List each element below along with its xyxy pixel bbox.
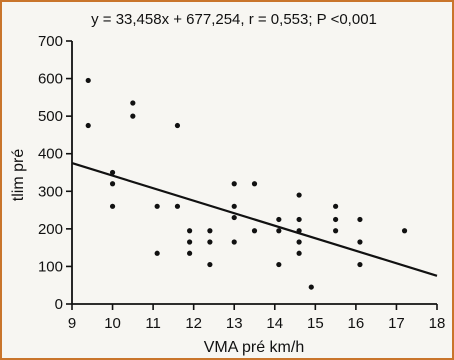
data-point — [357, 239, 363, 245]
x-axis-title: VMA pré km/h — [204, 339, 304, 356]
x-tick-label: 18 — [429, 315, 446, 332]
x-tick-label: 10 — [104, 315, 121, 332]
data-point — [85, 122, 91, 129]
x-tick-label: 11 — [145, 315, 161, 332]
data-point — [276, 228, 282, 234]
data-point — [333, 216, 339, 223]
data-point — [187, 228, 193, 234]
data-point — [308, 284, 314, 290]
data-point — [276, 261, 282, 268]
data-point — [231, 203, 237, 209]
data-point — [251, 181, 258, 187]
y-tick-label: 300 — [38, 183, 63, 200]
data-point — [401, 228, 408, 234]
data-point — [333, 203, 339, 209]
data-point — [154, 250, 160, 256]
data-point — [207, 239, 213, 245]
x-tick-label: 14 — [266, 315, 283, 332]
y-axis-title: tlim pré — [10, 149, 27, 202]
x-tick-label: 12 — [185, 315, 202, 332]
data-point — [333, 228, 339, 234]
data-point — [109, 203, 116, 209]
data-point — [187, 250, 193, 256]
data-point — [357, 261, 363, 268]
y-ticks: 0 100 200 300 400 500 600 700 — [38, 33, 72, 313]
data-point — [85, 77, 91, 84]
y-tick-label: 0 — [55, 296, 63, 313]
axes — [71, 41, 437, 305]
y-tick-label: 200 — [38, 221, 63, 238]
y-tick-label: 700 — [38, 33, 63, 50]
data-point — [130, 100, 136, 106]
data-point — [187, 239, 193, 245]
data-point — [154, 203, 160, 209]
data-point — [109, 181, 116, 187]
data-point — [207, 261, 213, 268]
y-tick-label: 600 — [38, 71, 63, 88]
data-point — [251, 228, 258, 234]
data-point — [276, 216, 282, 223]
data-point — [130, 113, 136, 119]
x-tick-label: 17 — [388, 315, 405, 332]
data-point — [296, 239, 302, 245]
data-points — [85, 77, 408, 290]
data-point — [296, 216, 302, 223]
x-tick-label: 13 — [226, 315, 243, 332]
data-point — [231, 239, 237, 245]
x-tick-label: 15 — [307, 315, 324, 332]
regression-line — [71, 162, 438, 277]
y-tick-label: 400 — [38, 146, 63, 163]
x-tick-label: 9 — [68, 315, 76, 332]
data-point — [296, 250, 302, 256]
chart-title: y = 33,458x + 677,254, r = 0,553; P <0,0… — [91, 11, 377, 28]
data-point — [231, 181, 237, 187]
y-tick-label: 100 — [38, 258, 63, 275]
data-point — [231, 214, 237, 221]
data-point — [174, 122, 181, 129]
x-tick-label: 16 — [348, 315, 365, 332]
data-point — [357, 216, 363, 223]
x-ticks: 9 10 11 12 13 14 15 16 17 18 — [68, 304, 446, 332]
data-point — [174, 203, 181, 209]
data-point — [296, 192, 302, 198]
y-tick-label: 500 — [38, 108, 63, 125]
data-point — [109, 169, 116, 176]
data-point — [207, 228, 213, 234]
